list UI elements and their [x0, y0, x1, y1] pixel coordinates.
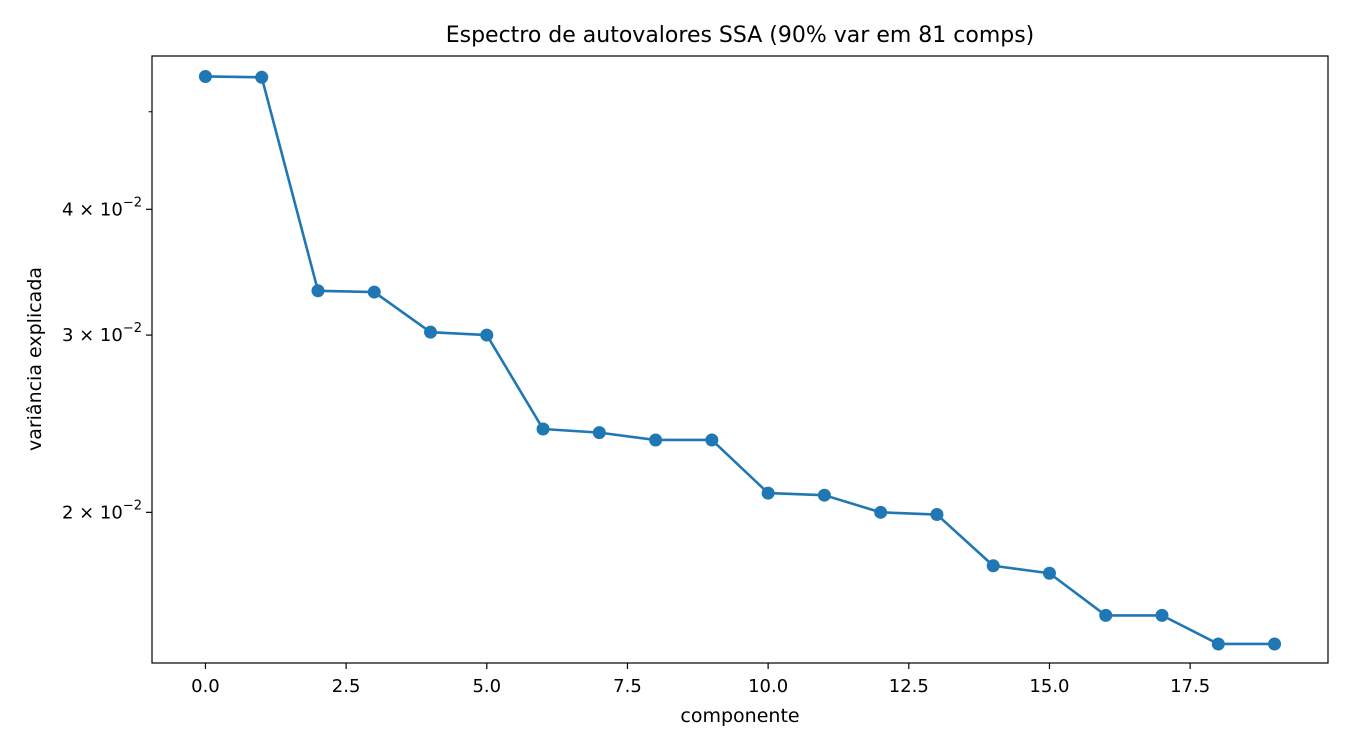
- data-point: [536, 422, 550, 436]
- data-point: [367, 285, 381, 299]
- data-point: [1211, 637, 1225, 651]
- x-tick-label: 2.5: [332, 676, 361, 697]
- data-point: [198, 69, 212, 83]
- data-point: [874, 505, 888, 519]
- data-point: [705, 433, 719, 447]
- x-tick-label: 5.0: [472, 676, 501, 697]
- data-point: [817, 488, 831, 502]
- y-tick-label: 2 × 10−2: [62, 498, 142, 523]
- data-point: [649, 433, 663, 447]
- y-axis-label: variância explicada: [24, 267, 46, 451]
- x-tick-label: 0.0: [191, 676, 220, 697]
- data-point: [1268, 637, 1282, 651]
- data-point: [1042, 566, 1056, 580]
- data-point: [311, 284, 325, 298]
- data-point: [424, 325, 438, 339]
- x-tick-label: 7.5: [613, 676, 642, 697]
- y-tick-label: 3 × 10−2: [62, 321, 142, 346]
- data-point: [480, 328, 494, 342]
- data-point: [930, 508, 944, 522]
- x-tick-label: 10.0: [748, 676, 788, 697]
- data-point: [592, 426, 606, 440]
- x-tick-label: 12.5: [889, 676, 929, 697]
- data-point: [761, 486, 775, 500]
- x-axis-label: componente: [680, 705, 799, 727]
- y-axis: 2 × 10−2 3 × 10−2 4 × 10−2: [62, 111, 152, 523]
- chart-title: Espectro de autovalores SSA (90% var em …: [446, 23, 1035, 48]
- x-axis: 0.0 2.5 5.0 7.5 10.0 12.5 15.0 17.5: [191, 663, 1210, 697]
- plot-area: [198, 69, 1282, 651]
- x-tick-label: 17.5: [1170, 676, 1210, 697]
- series-line: [205, 75, 1275, 646]
- x-tick-label: 15.0: [1029, 676, 1069, 697]
- plot-frame: [151, 55, 1329, 664]
- data-point: [1099, 608, 1113, 622]
- data-point: [255, 70, 269, 84]
- y-tick-label: 4 × 10−2: [62, 195, 142, 220]
- data-point: [1155, 608, 1169, 622]
- data-point: [986, 559, 1000, 573]
